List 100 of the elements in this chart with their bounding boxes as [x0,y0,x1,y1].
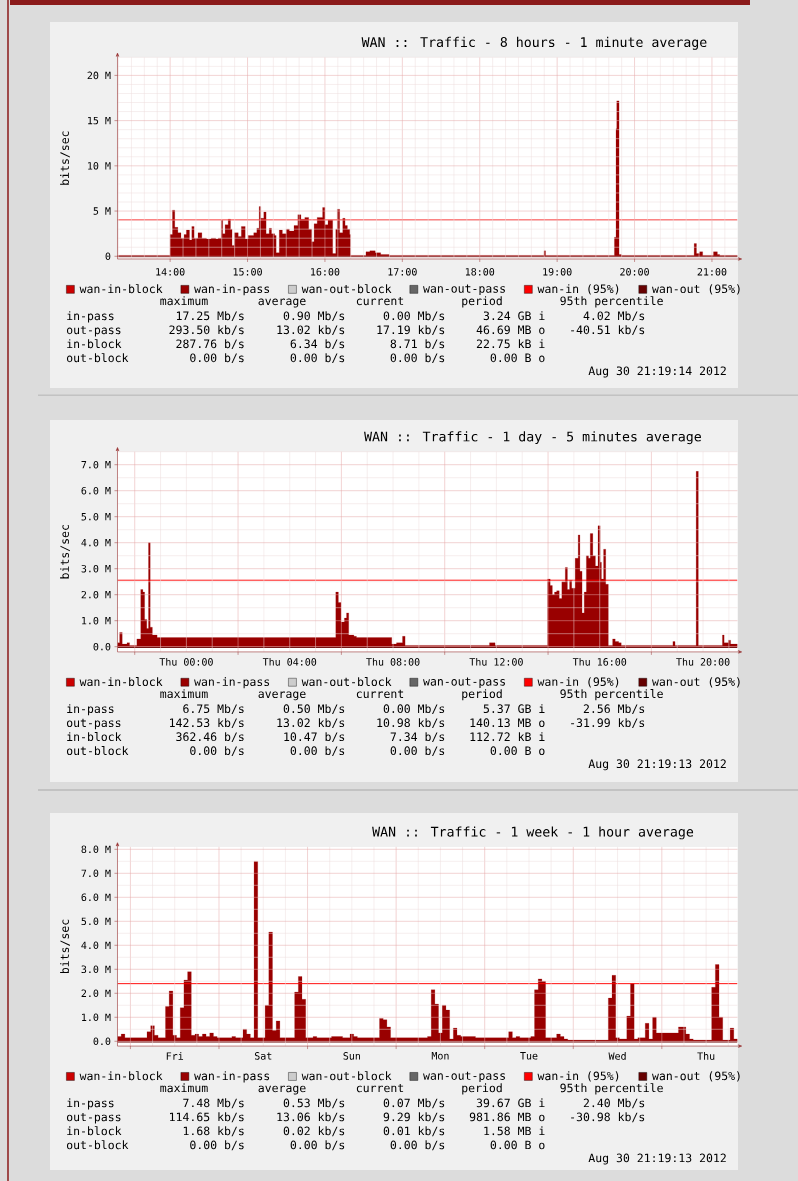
legend-label: wan-out-pass [423,284,505,296]
text: current [356,296,404,306]
text: -31.99 kb/s [571,718,645,728]
legend-label: wan-out (95%) [652,677,740,688]
text: 13.02 kb/s [277,325,345,336]
text: 17.25 Mb/s [176,311,244,322]
text: 0.00 b/s [290,746,345,756]
y-tick-label: 2.0 M [81,989,111,998]
x-tick-label: 19:00 [543,268,572,276]
text: -40.51 kb/s [571,325,645,336]
text: 0.90 Mb/s [283,311,345,322]
text: Aug 30 21:19:13 2012 [588,1153,726,1165]
text: maximum [160,296,208,306]
text: 1.58 MB i [484,1126,545,1136]
y-axis-title: bits/sec [60,525,70,579]
text: 0.07 Mb/s [383,1098,445,1109]
x-tick-label: Thu 00:00 [159,657,213,666]
text: Aug 30 21:19:14 2012 [588,366,726,378]
legend-label: wan-out-pass [423,677,505,688]
y-tick-label: 6.0 M [81,486,111,495]
text: 293.50 kb/s [169,325,244,336]
text: out-block [66,746,129,756]
x-tick-label: Sat [254,1052,272,1060]
text: out-block [66,1140,129,1150]
x-tick-label: 15:00 [233,268,262,276]
y-axis-title: bits/sec [60,131,70,185]
x-tick-label: Thu 20:00 [676,657,730,666]
x-tick-label: 16:00 [311,268,340,276]
text: 0.00 B o [490,1140,545,1150]
legend-label: wan-in (95%) [537,677,619,688]
text: 39.67 GB i [476,1098,545,1108]
text: in-block [67,339,122,349]
text: 2.40 Mb/s [583,1098,645,1109]
text: 7.48 Mb/s [183,1098,244,1109]
x-tick-label: 14:00 [156,268,185,276]
text: 4.02 Mb/s [583,311,645,322]
y-tick-label: 4.0 M [81,538,111,547]
y-tick-label: 20 M [87,71,111,80]
text: 0.50 Mb/s [283,704,345,714]
y-tick-label: 0 [105,252,111,261]
chart-title: WAN :: Traffic - 8 hours - 1 minute average [361,36,707,50]
legend-label: wan-in-pass [194,1071,270,1083]
text: in-pass [67,311,114,323]
text: 10.47 b/s [284,732,345,742]
text: 1.68 kb/s [183,1126,244,1137]
text: 0.00 b/s [390,353,445,364]
x-tick-label: Thu [697,1052,715,1060]
y-tick-label: 7.0 M [81,869,111,878]
text: average [258,298,306,308]
y-tick-label: 0.0 [93,642,111,651]
x-tick-label: Wed [608,1052,626,1060]
y-tick-label: 7.0 M [81,460,111,469]
text: 0.00 b/s [190,1140,244,1151]
text: 0.00 b/s [190,746,244,756]
text: 3.24 GB i [483,311,545,321]
y-tick-label: 3.0 M [81,965,111,974]
legend-label: wan-out (95%) [652,284,740,295]
text: 95th percentile [560,1083,663,1095]
y-tick-label: 5 M [93,207,111,215]
text: 6.75 Mb/s [183,704,244,714]
y-tick-label: 2.0 M [81,590,111,599]
text: 13.06 kb/s [277,1112,345,1123]
text: maximum [160,689,208,699]
text: 0.00 B o [490,353,545,363]
text: in-block [67,1126,122,1136]
text: 0.53 Mb/s [283,1098,345,1109]
text: 0.02 kb/s [283,1126,345,1137]
text: 0.00 B o [490,746,545,756]
x-tick-label: 21:00 [697,268,727,276]
legend-label: wan-out-block [301,284,392,294]
text: 17.19 kb/s [377,325,445,336]
x-tick-label: Sun [343,1052,360,1060]
legend-label: wan-in-block [79,1071,163,1081]
text: period [462,1083,502,1095]
x-tick-label: Thu 04:00 [262,657,317,666]
y-axis-title: bits/sec [60,919,70,974]
x-tick-label: 18:00 [465,268,495,276]
y-tick-label: 8.0 M [81,845,111,854]
text: Aug 30 21:19:13 2012 [588,759,726,771]
text: 0.01 kb/s [383,1126,445,1137]
y-tick-label: 10 M [88,162,111,170]
y-tick-label: 0.0 [93,1037,111,1046]
legend-label: wan-out-block [301,677,392,687]
legend-label: wan-in (95%) [537,1071,619,1082]
x-tick-label: 17:00 [388,268,417,276]
y-tick-label: 1.0 M [82,1013,111,1022]
text: 112.72 kB i [470,732,545,741]
y-tick-label: 3.0 M [81,564,111,573]
text: in-pass [67,704,114,716]
text: 95th percentile [560,689,663,701]
legend-label: wan-in-pass [194,677,270,689]
text: 7.34 b/s [390,732,445,742]
text: 10.98 kb/s [377,718,445,728]
text: 46.69 MB o [476,325,545,335]
text: average [258,1085,306,1095]
legend-label: wan-out-block [301,1071,392,1081]
text: 981.86 MB o [469,1112,545,1122]
text: out-pass [66,325,121,337]
text: in-pass [67,1098,114,1110]
text: 142.53 kb/s [170,718,244,728]
